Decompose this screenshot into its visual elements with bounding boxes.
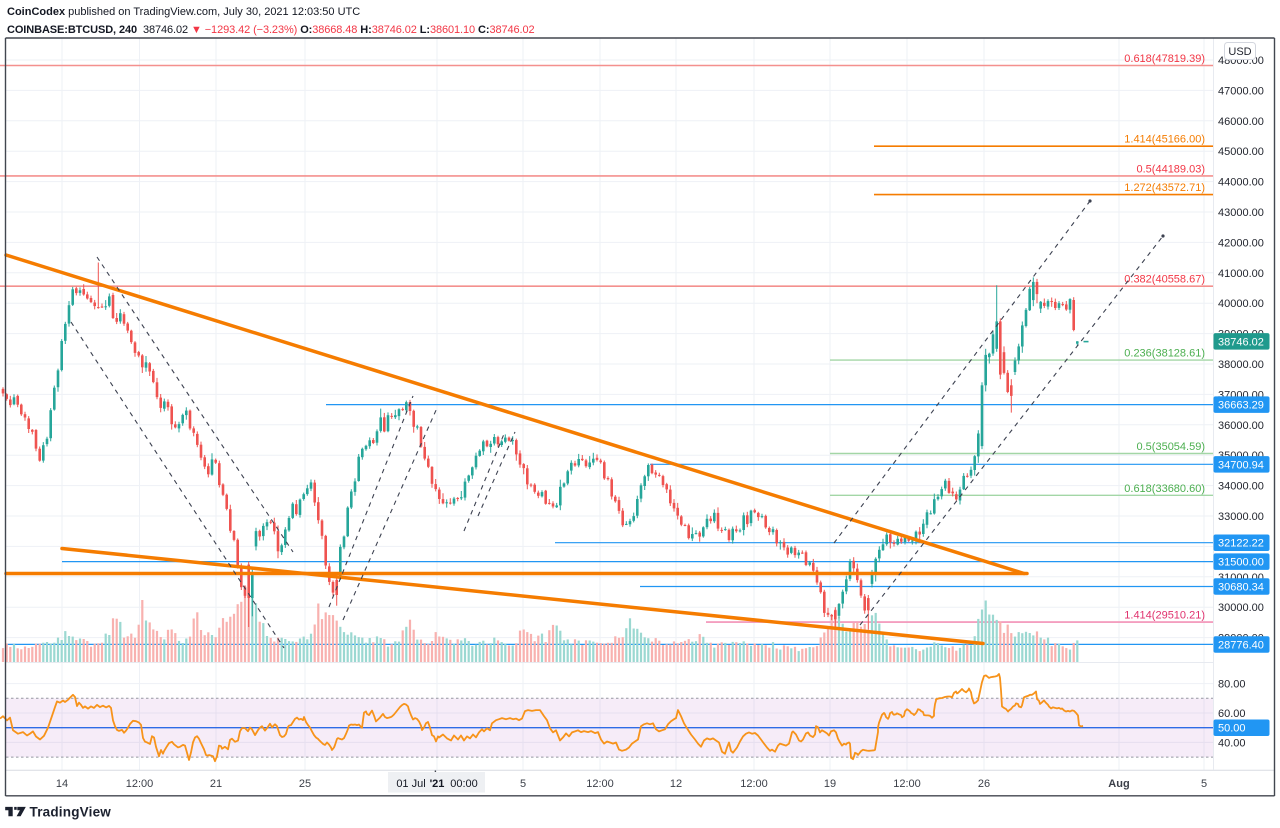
svg-text:28776.40: 28776.40 [1218,639,1264,651]
svg-text:00:00: 00:00 [450,778,478,790]
svg-text:47000.00: 47000.00 [1218,85,1264,97]
svg-text:40.00: 40.00 [1218,737,1246,749]
svg-text:30000.00: 30000.00 [1218,602,1264,614]
svg-text:33000.00: 33000.00 [1218,511,1264,523]
svg-text:60.00: 60.00 [1218,708,1246,720]
svg-text:40000.00: 40000.00 [1218,298,1264,310]
svg-text:1.414(45166.00): 1.414(45166.00) [1124,134,1205,146]
svg-text:0.382(40558.67): 0.382(40558.67) [1124,274,1205,286]
svg-text:38000.00: 38000.00 [1218,359,1264,371]
svg-text:'21: '21 [430,778,445,790]
svg-text:50.00: 50.00 [1218,723,1246,735]
svg-text:26: 26 [978,778,990,790]
svg-text:12:00: 12:00 [740,778,768,790]
svg-text:0.5(35054.59): 0.5(35054.59) [1137,441,1206,453]
svg-text:TradingView: TradingView [30,805,112,820]
svg-text:46000.00: 46000.00 [1218,116,1264,128]
svg-text:0.618(47819.39): 0.618(47819.39) [1124,53,1205,65]
svg-text:1.414(29510.21): 1.414(29510.21) [1124,610,1205,622]
svg-text:1.272(43572.71): 1.272(43572.71) [1124,182,1205,194]
svg-text:12:00: 12:00 [893,778,921,790]
svg-text:80.00: 80.00 [1218,679,1246,691]
svg-text:43000.00: 43000.00 [1218,207,1264,219]
svg-text:34000.00: 34000.00 [1218,481,1264,493]
svg-text:Aug: Aug [1108,778,1129,790]
svg-text:12: 12 [670,778,682,790]
svg-text:42000.00: 42000.00 [1218,237,1264,249]
svg-text:38746.02: 38746.02 [1218,336,1264,348]
svg-text:25: 25 [299,778,311,790]
svg-text:5: 5 [520,778,526,790]
svg-text:0.618(33680.60): 0.618(33680.60) [1124,483,1205,495]
svg-text:0.236(38128.61): 0.236(38128.61) [1124,348,1205,360]
svg-text:USD: USD [1228,46,1251,58]
svg-text:14: 14 [56,778,68,790]
svg-text:19: 19 [824,778,836,790]
svg-text:41000.00: 41000.00 [1218,268,1264,280]
svg-text:32122.22: 32122.22 [1218,538,1264,550]
svg-text:0.5(44189.03): 0.5(44189.03) [1137,163,1206,175]
svg-text:01 Jul: 01 Jul [396,778,425,790]
svg-text:36000.00: 36000.00 [1218,420,1264,432]
svg-text:5: 5 [1201,778,1207,790]
svg-text:12:00: 12:00 [126,778,154,790]
svg-text:31500.00: 31500.00 [1218,557,1264,569]
svg-text:45000.00: 45000.00 [1218,146,1264,158]
svg-text:34700.94: 34700.94 [1218,459,1264,471]
svg-text:30680.34: 30680.34 [1218,582,1264,594]
svg-text:12:00: 12:00 [586,778,614,790]
svg-text:44000.00: 44000.00 [1218,177,1264,189]
svg-text:21: 21 [210,778,222,790]
svg-text:36663.29: 36663.29 [1218,400,1264,412]
